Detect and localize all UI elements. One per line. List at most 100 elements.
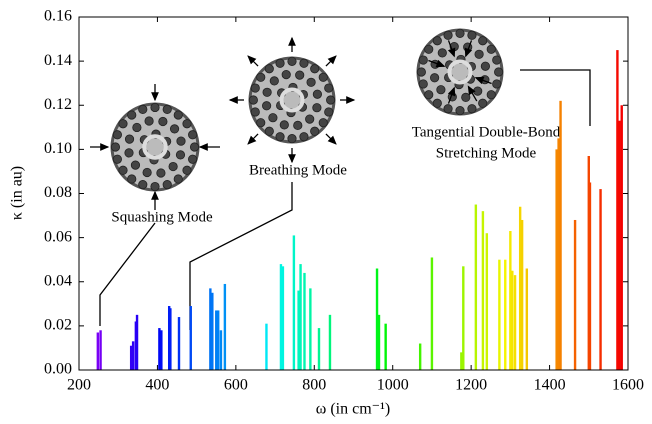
atom (145, 117, 153, 125)
atom (419, 80, 427, 88)
peak (293, 235, 295, 370)
peak (511, 271, 513, 370)
atom (174, 175, 182, 183)
x-tick-label: 400 (145, 377, 169, 394)
atom (430, 74, 438, 82)
atom (188, 131, 196, 139)
atom (143, 168, 151, 176)
peak (521, 220, 523, 370)
atom (188, 155, 196, 163)
peak (97, 332, 99, 370)
atom (139, 105, 147, 113)
atom (119, 120, 127, 128)
atom (133, 123, 141, 131)
peak (160, 330, 162, 370)
arrow (326, 134, 336, 144)
atom (462, 93, 470, 101)
x-tick-label: 1400 (534, 377, 566, 394)
x-tick-label: 1000 (377, 377, 409, 394)
callout-line (520, 70, 590, 126)
peak (431, 257, 433, 370)
atom (265, 65, 273, 73)
x-tick-label: 200 (67, 377, 91, 394)
atom (163, 180, 171, 188)
annotation: Squashing Mode (111, 209, 213, 225)
atom (444, 31, 452, 39)
atom (425, 45, 433, 53)
atom (319, 119, 327, 127)
atom (128, 175, 136, 183)
atom (119, 166, 127, 174)
atom (307, 78, 315, 86)
peak (299, 264, 301, 370)
atom (294, 121, 302, 129)
peak (384, 324, 386, 370)
atom (311, 127, 319, 135)
peak (318, 328, 320, 370)
x-tick-label: 1200 (455, 377, 487, 394)
peak (574, 220, 576, 370)
atom (326, 96, 334, 104)
y-tick-label: 0.08 (44, 184, 72, 201)
x-tick-label: 600 (224, 377, 248, 394)
atom (276, 133, 284, 141)
atom (262, 102, 270, 110)
peak (190, 306, 192, 370)
annotation: Tangential Double-Bond (412, 124, 561, 140)
atom (111, 143, 119, 151)
atom (456, 29, 464, 37)
peak (132, 341, 134, 370)
atom (493, 80, 501, 88)
atom (270, 77, 278, 85)
atom (128, 111, 136, 119)
peak (217, 310, 219, 370)
molecule-illustrations (90, 29, 503, 210)
peak (526, 269, 528, 370)
atom (425, 91, 433, 99)
atom (481, 62, 489, 70)
atom (131, 161, 139, 169)
atom (257, 119, 265, 127)
callout-line (190, 182, 292, 330)
atom (295, 71, 303, 79)
atom (139, 180, 147, 188)
peak (559, 101, 561, 370)
peak (309, 288, 311, 370)
atom (313, 90, 321, 98)
atom (305, 115, 313, 123)
atom (288, 134, 296, 142)
y-tick-label: 0.10 (44, 140, 72, 157)
atom (311, 65, 319, 73)
atom (479, 99, 487, 107)
peak (618, 121, 620, 370)
peak (504, 260, 506, 370)
atom (183, 166, 191, 174)
atom (433, 37, 441, 45)
peak (486, 233, 488, 370)
atom (456, 106, 464, 114)
annotation: Breathing Mode (249, 162, 347, 178)
peak (621, 105, 623, 370)
peak (265, 324, 267, 370)
atom (493, 56, 501, 64)
atom (151, 103, 159, 111)
x-tick-label: 1600 (612, 377, 644, 394)
atom (169, 162, 177, 170)
peak (482, 211, 484, 370)
chart: Squashing Mode Breathing Mode Tangential… (0, 0, 652, 424)
arrow (326, 56, 336, 66)
atom (282, 70, 290, 78)
peak (282, 266, 284, 370)
peak (589, 182, 591, 370)
callout-line (100, 223, 155, 326)
peak (136, 315, 138, 370)
atom (487, 91, 495, 99)
peak (211, 293, 213, 370)
atom (419, 56, 427, 64)
atom (170, 125, 178, 133)
atom (113, 155, 121, 163)
atom (468, 105, 476, 113)
atom (288, 57, 296, 65)
peak (498, 260, 500, 370)
atom (183, 120, 191, 128)
